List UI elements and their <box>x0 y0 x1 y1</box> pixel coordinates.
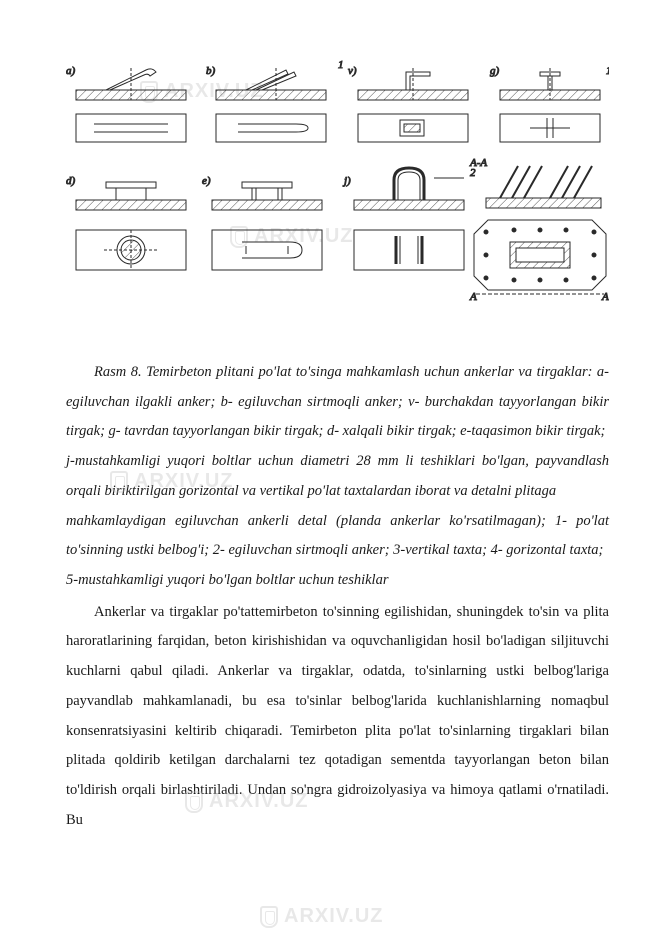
figure-caption-p3: mahkamlaydigan egiluvchan ankerli detal … <box>66 507 609 566</box>
fig-label-1: 1 <box>338 59 344 71</box>
figure-caption-p1: Rasm 8. Temirbeton plitani po'lat to'sin… <box>66 358 609 447</box>
page: ARXIV.UZ ARXIV.UZ ARXIV.UZ ARXIV.UZ ARXI… <box>0 0 661 935</box>
svg-text:A: A <box>469 291 477 303</box>
fig-label-g: g) <box>490 65 500 77</box>
figure-caption-p2: j-mustahkamligi yuqori boltlar uchun dia… <box>66 447 609 506</box>
fig-label-1b: 1 <box>606 65 609 77</box>
shield-icon <box>260 906 278 928</box>
fig-label-a: a) <box>66 65 76 77</box>
fig-label-b: b) <box>206 65 216 77</box>
figure-caption-p4: 5-mustahkamligi yuqori bo'lgan boltlar u… <box>66 566 609 596</box>
fig-label-e: e) <box>202 175 211 187</box>
fig-label-j: j) <box>342 175 351 187</box>
figure-svg: a) b) 1 <box>66 58 609 328</box>
fig-label-v: v) <box>348 65 357 77</box>
figure-8: a) b) 1 <box>66 58 609 328</box>
body-paragraph: Ankerlar va tirgaklar po'tattemirbeton t… <box>66 598 609 836</box>
watermark: ARXIV.UZ <box>260 905 384 928</box>
fig-label-d: d) <box>66 175 76 187</box>
fig-label-aa: A-A <box>469 157 487 169</box>
svg-text:A: A <box>601 291 609 303</box>
watermark-text: ARXIV.UZ <box>284 905 384 928</box>
